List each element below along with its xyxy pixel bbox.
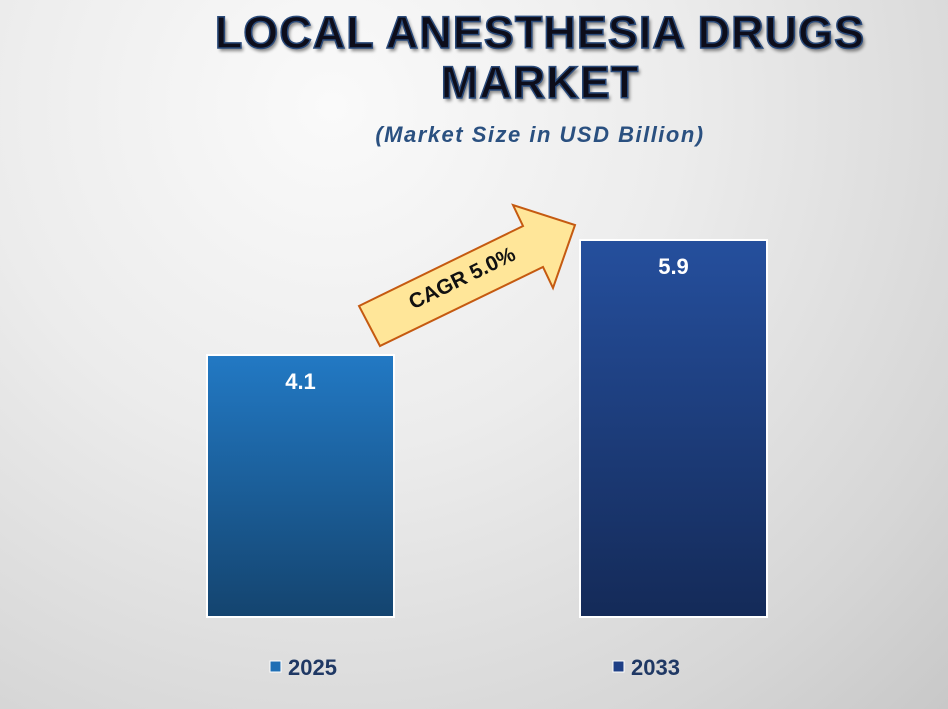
data-label: 4.1 [285, 369, 316, 394]
cagr-arrow: CAGR 5.0% [357, 203, 577, 348]
legend-label: 2025 [288, 655, 337, 680]
cagr-arrow-shape [357, 203, 577, 348]
bar-2033 [579, 239, 768, 618]
legend-swatch [269, 660, 282, 673]
bar-2025 [206, 354, 395, 618]
chart-title: LOCAL ANESTHESIA DRUGS MARKET [214, 7, 866, 109]
data-label: 5.9 [658, 254, 689, 279]
legend-swatch [612, 660, 625, 673]
legend-label: 2033 [631, 655, 680, 680]
chart-subtitle: (Market Size in USD Billion) [375, 122, 705, 147]
